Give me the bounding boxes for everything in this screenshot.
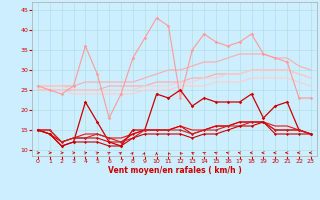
- X-axis label: Vent moyen/en rafales ( km/h ): Vent moyen/en rafales ( km/h ): [108, 166, 241, 175]
